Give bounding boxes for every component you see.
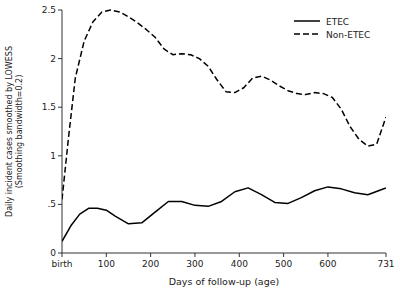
x-tick-label: 600 — [319, 259, 336, 269]
y-tick-label: 0 — [50, 248, 56, 258]
series-line — [62, 187, 386, 241]
y-tick-label: .5 — [47, 199, 56, 209]
plot-area — [62, 10, 386, 241]
y-axis-label: Daily incident cases smoothed by LOWESS(… — [5, 46, 24, 217]
x-tick — [386, 253, 387, 257]
y-axis-line — [62, 10, 63, 253]
y-tick — [58, 204, 62, 205]
x-tick — [150, 253, 151, 257]
legend-swatch — [294, 20, 320, 22]
x-tick — [283, 253, 284, 257]
y-tick-label: 1 — [50, 151, 56, 161]
x-tick — [106, 253, 107, 257]
x-tick — [194, 253, 195, 257]
y-tick-label: 2 — [50, 54, 56, 64]
y-tick — [58, 107, 62, 108]
series-line — [62, 10, 386, 200]
x-tick-label: 731 — [377, 259, 394, 269]
x-tick — [239, 253, 240, 257]
legend-label: ETEC — [326, 17, 349, 27]
x-tick — [327, 253, 328, 257]
x-tick-label: 500 — [275, 259, 292, 269]
x-tick — [62, 253, 63, 257]
x-axis-line — [62, 253, 386, 254]
y-tick — [58, 58, 62, 59]
x-tick-label: 100 — [98, 259, 115, 269]
x-tick-label: 400 — [231, 259, 248, 269]
y-tick-label: 2.5 — [42, 5, 56, 15]
x-tick-label: birth — [51, 259, 72, 269]
legend-label: Non-ETEC — [326, 30, 370, 40]
x-axis-label: Days of follow-up (age) — [169, 276, 280, 287]
y-axis-label-line: Daily incident cases smoothed by LOWESS — [5, 46, 14, 217]
chart: birth 100 200 300 400 500 600 731 0 .5 1 1.5 2 2.5 Day… — [0, 0, 400, 291]
y-axis-label-line: (Smoothing bandwidth=0.2) — [15, 75, 24, 189]
legend-swatch — [294, 33, 320, 35]
y-tick — [58, 155, 62, 156]
axes: birth 100 200 300 400 500 600 731 0 .5 1 1.5 2 2.5 — [42, 5, 395, 269]
y-tick — [58, 10, 62, 11]
x-tick-label: 200 — [142, 259, 159, 269]
legend: ETEC Non-ETEC — [294, 17, 370, 40]
y-tick-label: 1.5 — [42, 102, 56, 112]
x-tick-label: 300 — [186, 259, 203, 269]
y-tick — [58, 253, 62, 254]
